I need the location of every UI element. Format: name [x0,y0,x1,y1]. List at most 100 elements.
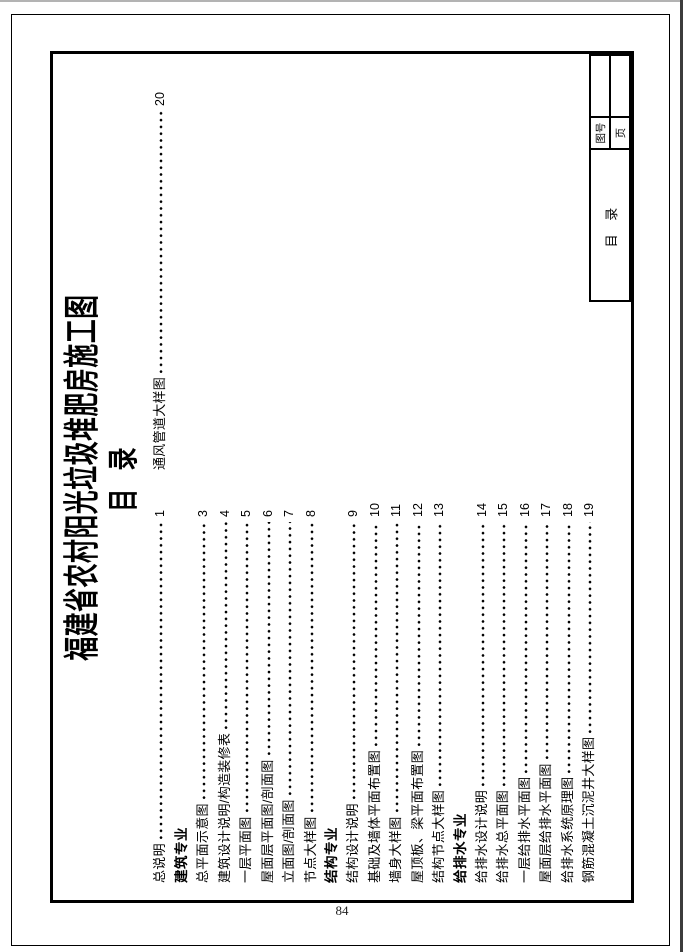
toc-entry-row: 一层给排水平面图 16 [511,489,532,883]
dotted-leader [542,522,553,760]
toc-entry-title: 屋顶板、梁平面布置图 [409,749,425,883]
toc-entry-row: 一层平面图 5 [233,489,254,883]
dotted-leader [156,522,167,840]
page-value [611,56,629,116]
dotted-leader [199,522,210,800]
dotted-leader [263,522,274,756]
dotted-leader [242,522,253,813]
toc-entry-title: 结构节点大样图 [431,789,447,883]
toc-entry-title: 通风管道大样图 [152,376,168,470]
drawing-no-value [591,56,611,116]
toc-section-row: 给排水专业 [447,489,468,883]
title-block-values [591,56,629,118]
toc-heading-text: 目 录 [105,441,141,513]
toc-entry-title: 建筑设计说明/构造装修表 [216,732,232,883]
dotted-leader [413,522,424,746]
toc-entry-row: 屋面层平面图/剖面图 6 [254,489,275,883]
toc-entry-row: 屋顶板、梁平面布置图 12 [404,489,425,883]
page-label: 页 [614,127,627,139]
dotted-leader [435,522,446,786]
toc-entry-row: 给排水总平面图 15 [490,489,511,883]
toc-entry-row: 总说明 1 [147,489,168,883]
toc-column-left: 总说明 1 建筑专业 总平面示意图 3 建筑设计说明/构造装修表 4 一层平面图 5 屋面层平面图… [147,489,597,883]
dotted-leader [156,111,167,373]
toc-entry-page-number: 15 [496,503,511,517]
toc-section-row: 建筑专业 [168,489,189,883]
rotated-sheet-content: 福建省农村阳光垃圾堆肥房施工图 目 录 总说明 1 建筑专业 总平面示意图 3 建筑设计说… [50,51,634,903]
book-page-number: 84 [335,903,349,918]
toc-entry-row: 钢筋混凝土沉泥井大样图 19 [576,489,597,883]
toc-entry-row: 给排水设计说明 14 [469,489,490,883]
dotted-leader [349,522,360,800]
toc-entry-page-number: 9 [346,510,361,517]
toc-entry-title: 立面图/剖面图 [281,799,297,883]
toc-entry-title: 给排水设计说明 [474,789,489,883]
toc-entry-title: 屋面层给排水平面图 [538,763,554,883]
dotted-leader [306,522,317,813]
dotted-leader [520,522,531,773]
toc-entry-title: 一层给排水平面图 [516,776,532,883]
toc-entry-row: 立面图/剖面图 7 [276,489,297,883]
toc-entry-page-number: 7 [282,510,297,517]
toc-entry-page-number: 3 [196,510,211,517]
title-block-labels: 图号 页 [591,118,629,148]
dotted-leader [392,522,403,813]
toc-entry-page-number: 11 [389,504,404,517]
toc-entry-title: 给排水总平面图 [495,789,511,883]
toc-entry-page-number: 19 [582,503,597,517]
toc-section-title: 结构专业 [323,827,339,883]
title-block: 目 录 图号 页 [589,54,631,302]
title-block-name: 目 录 [591,148,629,300]
toc-entry-row: 屋面层给排水平面图 17 [533,489,554,883]
dotted-leader [585,522,596,733]
toc-heading: 目 录 [106,51,142,903]
dotted-leader [478,522,488,786]
drawing-frame [50,51,634,903]
toc-entry-page-number: 6 [260,510,275,517]
dotted-leader [285,522,296,796]
toc-entry-page-number: 10 [367,503,382,517]
toc-entry-title: 结构设计说明 [345,803,361,883]
sheet-title-text: 福建省农村阳光垃圾堆肥房施工图 [61,293,102,661]
toc-entry-page-number: 5 [239,510,254,517]
toc-entry-title: 节点大样图 [302,816,318,883]
toc-entry-row: 结构设计说明 9 [340,489,361,883]
toc-entry-title: 一层平面图 [238,816,254,883]
dotted-leader [370,522,381,746]
toc-entry-page-number: 18 [560,503,575,517]
toc-entry-page-number: 12 [410,503,425,517]
toc-entry-row: 总平面示意图 3 [190,489,211,883]
toc-entry-row: 结构节点大样图 13 [426,489,447,883]
toc-entry-title: 总说明 [152,843,168,883]
toc-entry-row: 通风管道大样图 20 [147,78,168,470]
toc-entry-title: 屋面层平面图/剖面图 [259,759,275,883]
toc-section-row: 结构专业 [319,489,340,883]
toc-entry-page-number: 17 [539,503,554,517]
toc-entry-row: 节点大样图 8 [297,489,318,883]
scan-edge-right [680,0,683,952]
toc-entry-row: 墙身大样图 11 [383,489,404,883]
toc-entry-title: 给排水系统原理图 [559,776,575,883]
scan-edge-top [0,0,683,2]
toc-section-title: 建筑专业 [173,827,189,883]
toc-entry-page-number: 1 [153,510,168,517]
toc-entry-page-number: 13 [432,503,447,517]
toc-entry-row: 建筑设计说明/构造装修表 4 [211,489,232,883]
dotted-leader [563,522,574,773]
toc-entry-page-number: 16 [517,503,532,517]
toc-entry-title: 墙身大样图 [388,816,404,883]
sheet-outer-border [11,14,670,946]
toc-entry-row: 给排水系统原理图 18 [554,489,575,883]
toc-entry-row: 基础及墙体平面布置图 10 [361,489,382,883]
sheet-title: 福建省农村阳光垃圾堆肥房施工图 [61,51,102,903]
toc-entry-page-number: 4 [217,510,232,517]
dotted-leader [499,522,510,786]
toc-entry-page-number: 8 [303,510,318,517]
toc-entry-title: 钢筋混凝土沉泥井大样图 [581,736,597,883]
drawing-no-label: 图号 [591,118,611,148]
toc-entry-page-number: 14 [475,503,489,517]
toc-column-right: 通风管道大样图 20 [147,78,168,470]
toc-entry-title: 基础及墙体平面布置图 [366,749,382,883]
toc-entry-title: 总平面示意图 [195,803,211,883]
